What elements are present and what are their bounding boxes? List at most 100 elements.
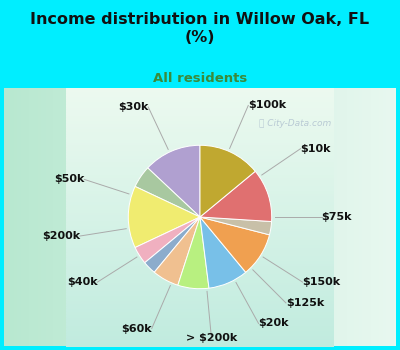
Bar <box>66 263 334 265</box>
Bar <box>66 292 334 295</box>
Bar <box>66 341 334 343</box>
Text: $60k: $60k <box>121 323 152 334</box>
Bar <box>66 179 334 182</box>
Bar <box>66 147 334 150</box>
Bar <box>66 319 334 322</box>
Bar <box>66 255 334 257</box>
Text: $100k: $100k <box>248 100 286 111</box>
Bar <box>66 209 334 212</box>
Bar <box>66 96 334 99</box>
Bar <box>66 169 334 171</box>
Text: $200k: $200k <box>42 231 80 241</box>
Bar <box>66 128 334 131</box>
Bar <box>66 204 334 206</box>
Bar <box>66 123 334 126</box>
Text: $20k: $20k <box>258 318 289 329</box>
Bar <box>66 131 334 134</box>
Bar <box>66 222 334 225</box>
Bar <box>66 330 334 332</box>
Bar <box>66 265 334 268</box>
Text: $30k: $30k <box>118 102 148 112</box>
Bar <box>66 155 334 158</box>
Bar <box>66 252 334 255</box>
Bar <box>66 257 334 260</box>
Bar <box>66 153 334 155</box>
Bar <box>66 322 334 324</box>
Wedge shape <box>154 217 200 285</box>
Bar <box>66 314 334 316</box>
Bar <box>66 150 334 153</box>
Bar <box>66 161 334 163</box>
Bar <box>66 279 334 281</box>
Bar <box>66 145 334 147</box>
Bar <box>66 83 334 85</box>
Bar <box>66 142 334 145</box>
Bar <box>66 171 334 174</box>
Bar <box>66 99 334 101</box>
Bar <box>66 126 334 128</box>
Bar <box>66 332 334 335</box>
Bar <box>66 273 334 276</box>
Bar <box>66 206 334 209</box>
Bar <box>66 198 334 201</box>
Bar <box>66 136 334 139</box>
Bar <box>66 212 334 214</box>
Wedge shape <box>145 217 200 272</box>
Bar <box>66 276 334 279</box>
Bar <box>66 214 334 217</box>
Bar <box>66 193 334 196</box>
Bar <box>66 281 334 284</box>
Bar <box>66 158 334 161</box>
Bar <box>66 174 334 177</box>
Bar <box>66 327 334 330</box>
Bar <box>66 268 334 271</box>
Bar <box>66 217 334 220</box>
Text: $75k: $75k <box>322 212 352 222</box>
Text: $50k: $50k <box>54 174 84 184</box>
Bar <box>66 338 334 341</box>
Bar <box>66 233 334 236</box>
Bar <box>66 163 334 166</box>
Bar <box>66 249 334 252</box>
Wedge shape <box>178 217 209 289</box>
Bar <box>66 187 334 190</box>
Bar <box>66 316 334 319</box>
Bar <box>66 241 334 244</box>
Text: $40k: $40k <box>67 277 97 287</box>
Bar <box>66 190 334 193</box>
Wedge shape <box>200 217 246 288</box>
Bar <box>66 238 334 241</box>
Wedge shape <box>135 168 200 217</box>
Wedge shape <box>200 217 270 272</box>
Bar <box>66 110 334 112</box>
Bar <box>66 260 334 263</box>
Bar <box>66 230 334 233</box>
Text: $10k: $10k <box>300 144 331 154</box>
Wedge shape <box>200 217 272 235</box>
Bar <box>66 104 334 107</box>
Bar <box>66 120 334 123</box>
Bar <box>66 343 334 346</box>
Wedge shape <box>148 145 200 217</box>
Text: All residents: All residents <box>153 72 247 85</box>
Bar <box>66 115 334 118</box>
Bar <box>66 225 334 228</box>
Bar <box>66 300 334 303</box>
Bar <box>66 88 334 91</box>
Bar <box>66 196 334 198</box>
Bar <box>66 349 334 350</box>
Bar <box>66 335 334 338</box>
Bar <box>66 303 334 306</box>
Wedge shape <box>128 187 200 247</box>
Bar <box>66 247 334 249</box>
Bar <box>66 298 334 300</box>
Bar <box>66 139 334 142</box>
Bar <box>66 93 334 96</box>
Bar <box>66 311 334 314</box>
Bar <box>66 287 334 289</box>
Text: $125k: $125k <box>286 298 324 308</box>
Bar <box>66 308 334 311</box>
Wedge shape <box>135 217 200 263</box>
Bar <box>66 182 334 185</box>
Bar <box>66 271 334 273</box>
